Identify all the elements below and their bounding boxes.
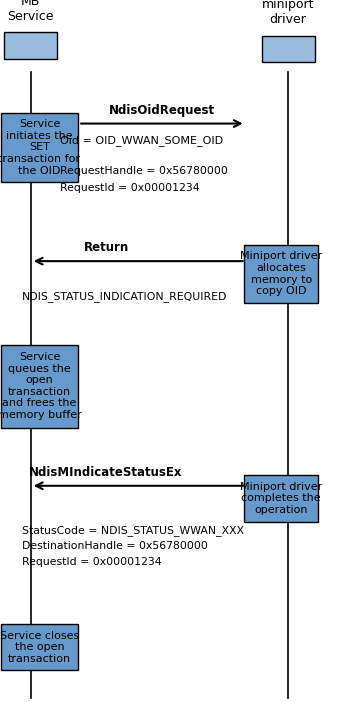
- Text: StatusCode = NDIS_STATUS_WWAN_XXX: StatusCode = NDIS_STATUS_WWAN_XXX: [22, 525, 245, 536]
- Text: NDIS_STATUS_INDICATION_REQUIRED: NDIS_STATUS_INDICATION_REQUIRED: [22, 291, 228, 303]
- Bar: [1, 625, 78, 670]
- Text: Miniport driver
allocates
memory to
copy OID: Miniport driver allocates memory to copy…: [240, 251, 322, 296]
- Bar: [4, 32, 57, 59]
- Text: NdisMIndicateStatusEx: NdisMIndicateStatusEx: [29, 465, 183, 479]
- Text: Service
initiates the
SET
transaction for
the OID: Service initiates the SET transaction fo…: [0, 119, 81, 176]
- Bar: [1, 113, 78, 182]
- Bar: [244, 245, 318, 303]
- Text: DestinationHandle = 0x56780000: DestinationHandle = 0x56780000: [22, 541, 208, 551]
- Text: RequestId = 0x00001234: RequestId = 0x00001234: [60, 183, 200, 193]
- Text: Oid = OID_WWAN_SOME_OID: Oid = OID_WWAN_SOME_OID: [60, 135, 223, 146]
- Text: Service
queues the
open
transaction
and frees the
memory buffer: Service queues the open transaction and …: [0, 352, 81, 420]
- Text: Return: Return: [83, 241, 129, 254]
- Text: RequestId = 0x00001234: RequestId = 0x00001234: [22, 557, 162, 567]
- Bar: [1, 345, 78, 428]
- Bar: [261, 36, 315, 62]
- Text: MB
Service: MB Service: [8, 0, 54, 22]
- Text: Miniport driver
completes the
operation: Miniport driver completes the operation: [240, 482, 322, 515]
- Text: NdisOidRequest: NdisOidRequest: [109, 103, 215, 117]
- Bar: [244, 475, 318, 522]
- Text: Service closes
the open
transaction: Service closes the open transaction: [0, 630, 79, 664]
- Text: MB
miniport
driver: MB miniport driver: [262, 0, 315, 26]
- Text: RequestHandle = 0x56780000: RequestHandle = 0x56780000: [60, 166, 228, 176]
